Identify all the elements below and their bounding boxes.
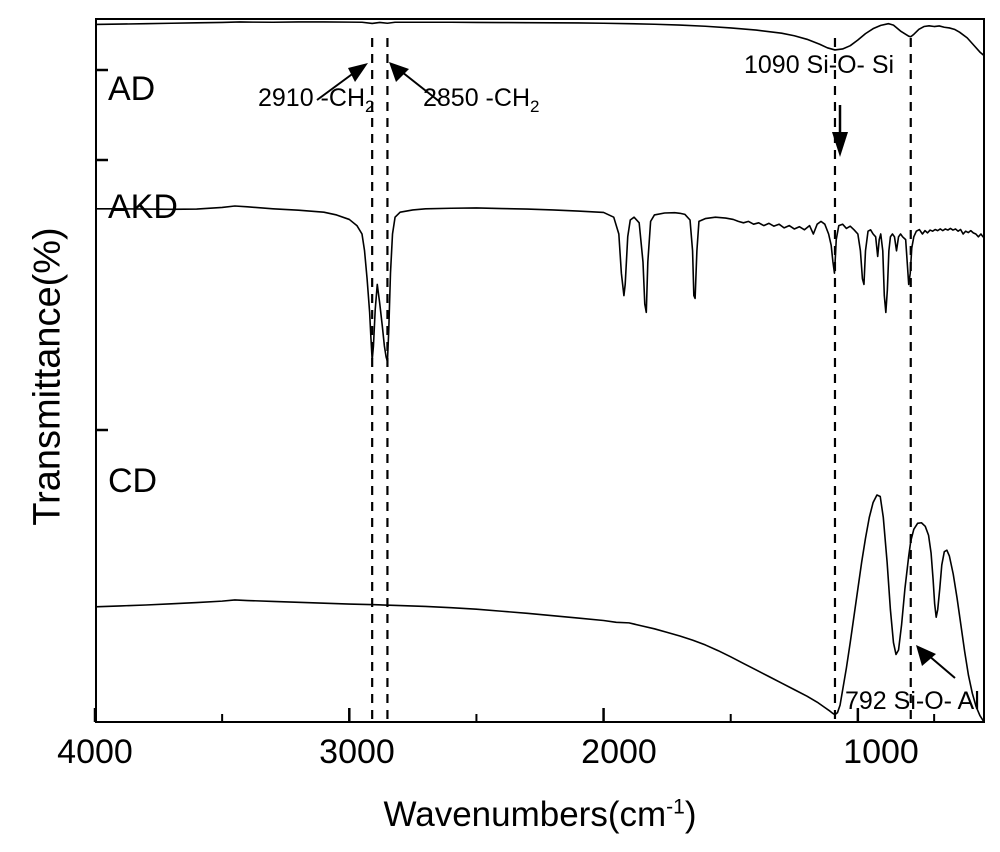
annotation-2910-ch2: 2910 -CH2 xyxy=(258,84,374,117)
xtick-label-1000: 1000 xyxy=(801,733,961,772)
xtick-label-4000: 4000 xyxy=(15,733,175,772)
spectra-svg xyxy=(0,0,1000,852)
figure-root: Transmittance(%) AD AKD CD 2910 -CH2 285… xyxy=(0,0,1000,852)
x-axis-label-exponent: -1 xyxy=(666,795,685,818)
annotation-2850-sub: 2 xyxy=(530,97,539,116)
annotation-2850-text: 2850 -CH xyxy=(423,84,530,112)
marker-lines xyxy=(372,38,911,722)
annotation-2910-text: 2910 -CH xyxy=(258,84,365,112)
x-axis-label: Wavenumbers(cm-1) xyxy=(95,795,985,835)
spectrum-akd xyxy=(95,206,985,361)
axis-ticks xyxy=(95,70,934,722)
spectra-curves xyxy=(95,22,985,723)
annotation-792-si-o-al: 792 Si-O- Al xyxy=(845,687,980,716)
annotation-arrows xyxy=(317,62,955,678)
series-label-akd: AKD xyxy=(108,188,178,227)
annotation-2910-sub: 2 xyxy=(365,97,374,116)
annotation-2850-ch2: 2850 -CH2 xyxy=(423,84,539,117)
series-label-ad: AD xyxy=(108,70,155,109)
annotation-1090-si-o-si: 1090 Si-O- Si xyxy=(744,51,894,80)
x-axis-label-close: ) xyxy=(685,795,697,834)
series-label-cd: CD xyxy=(108,462,157,501)
xtick-label-2000: 2000 xyxy=(539,733,699,772)
xtick-label-3000: 3000 xyxy=(277,733,437,772)
x-axis-label-main: Wavenumbers(cm xyxy=(384,795,667,834)
